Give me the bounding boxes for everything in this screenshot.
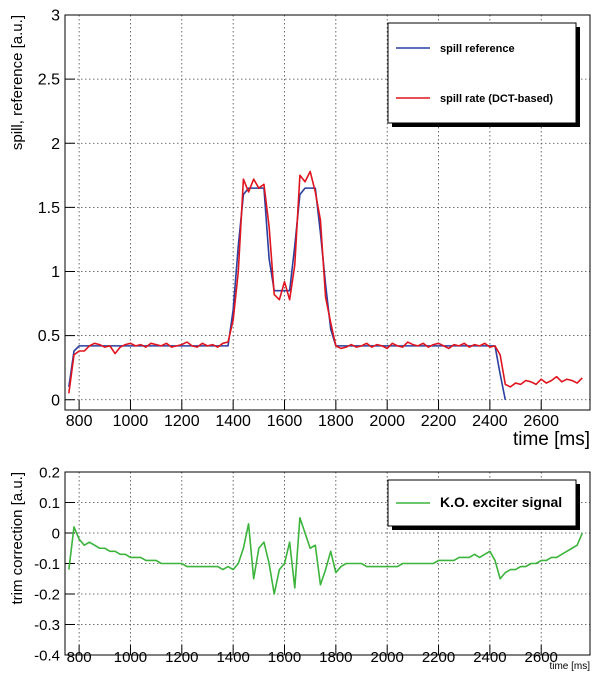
x-tick-label: 1600	[268, 649, 301, 666]
legend-label: spill reference	[440, 43, 515, 55]
x-tick-label: 1600	[267, 413, 303, 430]
x-tick-label: 2600	[523, 413, 559, 430]
x-tick-label: 1400	[215, 413, 251, 430]
legend-label: K.O. exciter signal	[440, 494, 562, 510]
x-tick-label: 1400	[216, 649, 249, 666]
data-line	[68, 170, 583, 394]
x-tick-label: 2400	[473, 649, 506, 666]
x-tick-label: 2000	[369, 413, 405, 430]
x-tick-label: 2200	[421, 413, 457, 430]
y-tick-label: -0.1	[34, 556, 60, 573]
x-tick-label: 2200	[422, 649, 455, 666]
y-tick-label: 3	[51, 8, 60, 25]
x-tick-label: 1000	[113, 413, 149, 430]
legend: spill reference spill rate (DCT-based)	[387, 22, 580, 127]
x-tick-label: 1200	[165, 649, 198, 666]
y-tick-label: 0.5	[38, 328, 60, 345]
legend: K.O. exciter signal	[387, 479, 580, 530]
x-tick-label: 800	[67, 649, 92, 666]
y-tick-label: -0.4	[34, 647, 60, 664]
y-tick-label: 0	[51, 392, 60, 409]
data-line	[68, 516, 584, 595]
y-tick-label: 0.1	[39, 495, 60, 512]
x-tick-label: 800	[66, 413, 93, 430]
plot-frame	[64, 14, 591, 411]
y-tick-label: -0.2	[34, 586, 60, 603]
legend-box	[387, 22, 577, 124]
x-tick-label: 1800	[319, 649, 352, 666]
x-tick-label: 2000	[371, 649, 404, 666]
y-tick-label: 0.2	[39, 464, 60, 481]
y-tick-label: 1	[51, 264, 60, 281]
x-tick-label: 1800	[318, 413, 354, 430]
y-tick-label: 1.5	[38, 200, 60, 217]
x-axis-label: time [ms]	[513, 429, 590, 450]
panel: 0 0.5 1 1.5 2 2.5 3 800 1000 1200 1400 1600 1800 2000…	[9, 8, 591, 450]
x-axis-label: time [ms]	[549, 661, 590, 672]
plot-frame	[64, 471, 591, 656]
y-tick-label: 2.5	[38, 72, 60, 89]
x-tick-label: 1200	[164, 413, 200, 430]
y-tick-label: 2	[51, 136, 60, 153]
y-axis-label: spill, reference [a.u.]	[9, 15, 26, 150]
x-tick-label: 2600	[525, 649, 558, 666]
x-tick-label: 2400	[472, 413, 508, 430]
y-tick-label: 0	[52, 525, 60, 542]
x-tick-label: 1000	[114, 649, 147, 666]
legend-label: spill rate (DCT-based)	[440, 93, 553, 105]
y-axis-label: trim correction [a.u.]	[9, 472, 26, 605]
y-tick-label: -0.3	[34, 617, 60, 634]
panel: -0.4 -0.3 -0.2 -0.1 0 0.1 0.2 800 1000 1200 1400 16…	[9, 464, 591, 672]
